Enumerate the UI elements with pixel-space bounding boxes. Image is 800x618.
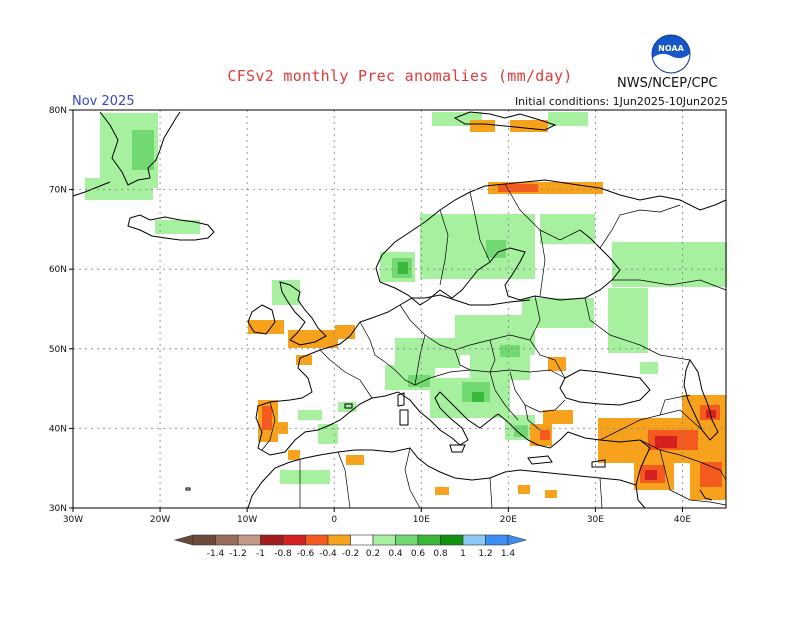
legend-swatch xyxy=(327,534,351,546)
legend-swatch xyxy=(372,534,396,546)
noaa-logo: NOAA xyxy=(651,34,691,74)
country-borders xyxy=(261,183,727,509)
lon-label: 30E xyxy=(587,515,604,525)
legend-swatch xyxy=(215,534,239,546)
noaa-logo-text: NOAA xyxy=(658,44,684,53)
legend-label: 1.4 xyxy=(501,549,516,559)
legend-label: 0.2 xyxy=(366,549,380,559)
lon-label: 10E xyxy=(413,515,430,525)
lon-label: 20E xyxy=(500,515,517,525)
legend-label: -1 xyxy=(256,549,265,559)
coastlines xyxy=(72,111,727,509)
lon-label: 0 xyxy=(331,515,337,525)
lat-label: 30N xyxy=(49,504,67,514)
lat-label: 60N xyxy=(49,265,67,275)
legend-swatch xyxy=(237,534,261,546)
legend-label: -0.8 xyxy=(274,549,292,559)
lat-label: 40N xyxy=(49,424,67,434)
legend-swatch xyxy=(485,534,509,546)
legend-label: -1.2 xyxy=(229,549,247,559)
legend-label: -1.4 xyxy=(207,549,225,559)
legend-label: 0.4 xyxy=(388,549,403,559)
legend-arrow-left xyxy=(173,534,194,546)
color-legend: -1.4 -1.2 -1 -0.8 -0.6 -0.4 -0.2 0.2 0.4 0.6 0.8 1 1… xyxy=(173,534,528,559)
initial-conditions: Initial conditions: 1Jun2025-10Jun2025 xyxy=(514,95,728,108)
legend-swatch xyxy=(462,534,486,546)
legend-swatch xyxy=(305,534,329,546)
lat-label: 80N xyxy=(49,106,67,116)
anomaly-shading xyxy=(85,112,727,500)
legend-swatch xyxy=(350,534,374,546)
graticule xyxy=(73,110,726,508)
legend-swatch xyxy=(282,534,306,546)
legend-label: 0.6 xyxy=(411,549,426,559)
longitude-labels: 30W 20W 10W 0 10E 20E 30E 40E xyxy=(63,508,691,525)
legend-label: -0.4 xyxy=(319,549,337,559)
latitude-labels: 80N 70N 60N 50N 40N 30N xyxy=(49,106,73,514)
agency-label: NWS/NCEP/CPC xyxy=(617,76,718,91)
legend-swatch xyxy=(440,534,464,546)
legend-arrow-right xyxy=(507,534,528,546)
lat-label: 50N xyxy=(49,345,67,355)
lat-label: 70N xyxy=(49,186,67,196)
legend-swatch xyxy=(260,534,284,546)
map-frame xyxy=(72,109,727,509)
legend-label: 1 xyxy=(460,549,466,559)
lon-label: 40E xyxy=(674,515,691,525)
legend-swatch xyxy=(417,534,441,546)
legend-label: -0.2 xyxy=(342,549,360,559)
legend-swatch xyxy=(395,534,419,546)
legend-swatch xyxy=(192,534,216,546)
forecast-period: Nov 2025 xyxy=(72,94,135,109)
lon-label: 20W xyxy=(150,515,170,525)
legend-label: -0.6 xyxy=(297,549,315,559)
legend-label: 0.8 xyxy=(433,549,448,559)
lon-label: 30W xyxy=(63,515,83,525)
lon-label: 10W xyxy=(237,515,257,525)
legend-label: 1.2 xyxy=(478,549,492,559)
